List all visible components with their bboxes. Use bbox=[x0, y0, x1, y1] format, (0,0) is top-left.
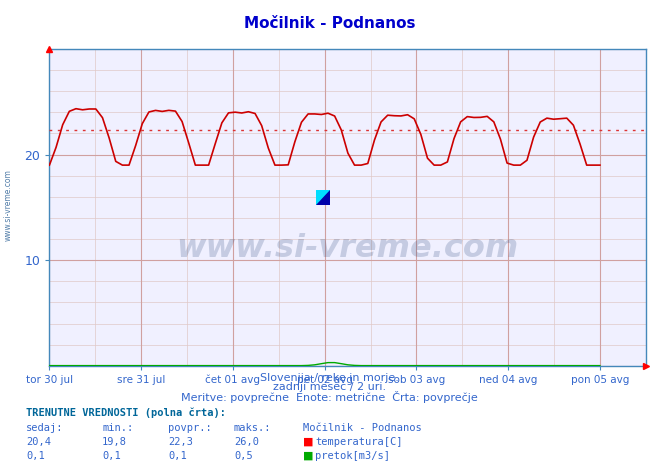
Polygon shape bbox=[316, 190, 330, 205]
Text: TRENUTNE VREDNOSTI (polna črta):: TRENUTNE VREDNOSTI (polna črta): bbox=[26, 408, 226, 418]
Text: maks.:: maks.: bbox=[234, 423, 272, 432]
Text: pretok[m3/s]: pretok[m3/s] bbox=[315, 451, 390, 460]
Polygon shape bbox=[316, 190, 330, 205]
Text: Močilnik - Podnanos: Močilnik - Podnanos bbox=[244, 16, 415, 31]
Text: 26,0: 26,0 bbox=[234, 437, 259, 446]
Text: zadnji mesec / 2 uri.: zadnji mesec / 2 uri. bbox=[273, 382, 386, 392]
Text: 0,1: 0,1 bbox=[168, 451, 186, 460]
Text: 0,1: 0,1 bbox=[26, 451, 45, 460]
Text: www.si-vreme.com: www.si-vreme.com bbox=[3, 169, 13, 241]
Text: ■: ■ bbox=[303, 437, 314, 446]
Text: www.si-vreme.com: www.si-vreme.com bbox=[177, 233, 519, 264]
Text: Meritve: povprečne  Enote: metrične  Črta: povprečje: Meritve: povprečne Enote: metrične Črta:… bbox=[181, 391, 478, 404]
Text: 0,1: 0,1 bbox=[102, 451, 121, 460]
Text: 19,8: 19,8 bbox=[102, 437, 127, 446]
Polygon shape bbox=[316, 190, 330, 205]
Text: ■: ■ bbox=[303, 451, 314, 460]
Text: Močilnik - Podnanos: Močilnik - Podnanos bbox=[303, 423, 422, 432]
Text: sedaj:: sedaj: bbox=[26, 423, 64, 432]
Text: 20,4: 20,4 bbox=[26, 437, 51, 446]
Text: min.:: min.: bbox=[102, 423, 133, 432]
Text: temperatura[C]: temperatura[C] bbox=[315, 437, 403, 446]
Text: Slovenija / reke in morje.: Slovenija / reke in morje. bbox=[260, 373, 399, 383]
Text: 22,3: 22,3 bbox=[168, 437, 193, 446]
Text: 0,5: 0,5 bbox=[234, 451, 252, 460]
Text: povpr.:: povpr.: bbox=[168, 423, 212, 432]
